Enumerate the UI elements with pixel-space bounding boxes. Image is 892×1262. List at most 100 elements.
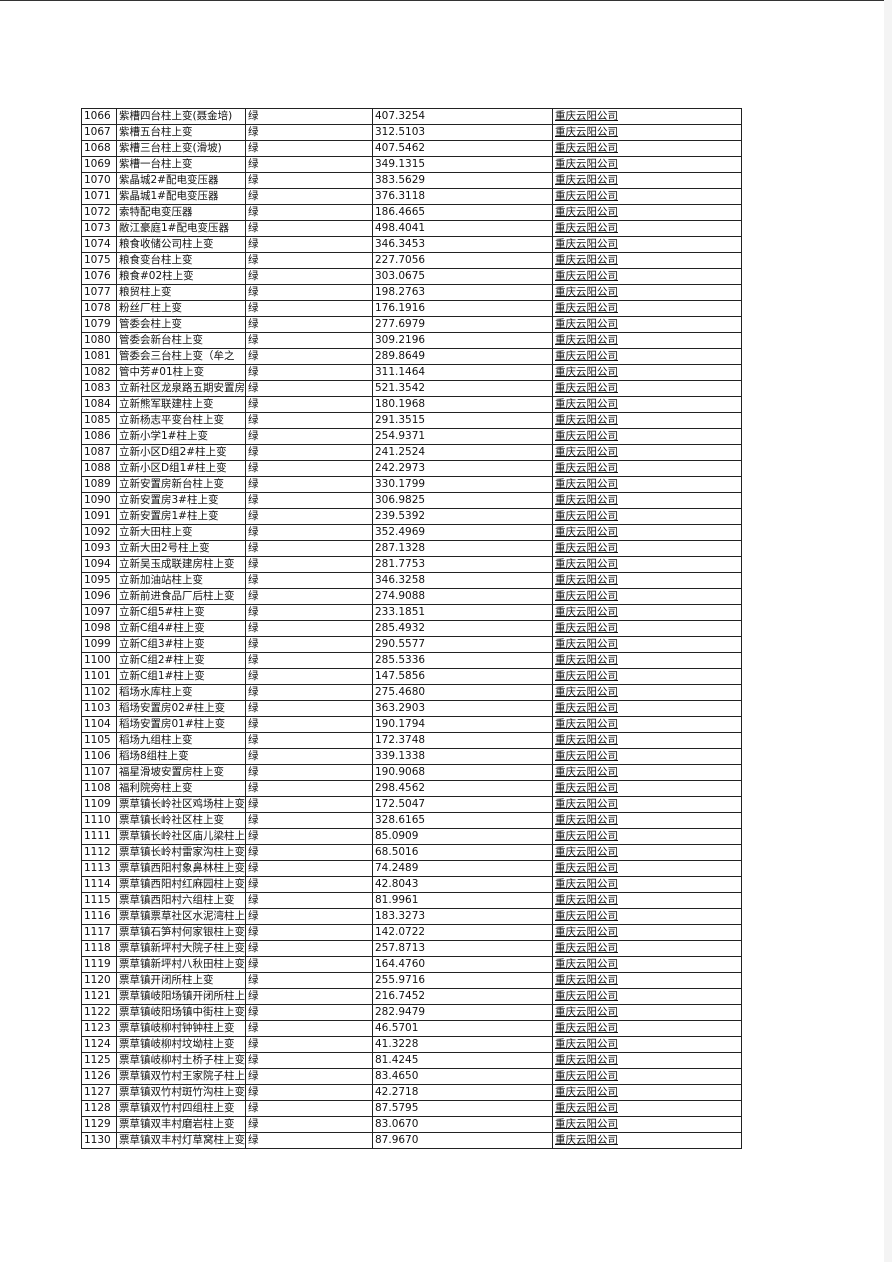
company-cell: 重庆云阳公司 — [552, 620, 742, 637]
company-cell: 重庆云阳公司 — [552, 892, 742, 909]
company-cell: 重庆云阳公司 — [552, 140, 742, 157]
row-number-cell: 1090 — [81, 492, 117, 509]
company-cell: 重庆云阳公司 — [552, 156, 742, 173]
company-cell: 重庆云阳公司 — [552, 668, 742, 685]
transformer-name-cell: 立新小区D组2#柱上变 — [116, 444, 246, 461]
company-cell: 重庆云阳公司 — [552, 524, 742, 541]
row-number-cell: 1080 — [81, 332, 117, 349]
status-color-cell: 绿 — [245, 1004, 373, 1021]
row-number-cell: 1075 — [81, 252, 117, 269]
company-cell: 重庆云阳公司 — [552, 860, 742, 877]
value-cell: 376.3118 — [372, 188, 553, 205]
transformer-name-cell: 票草镇双竹村王家院子柱上 — [116, 1068, 246, 1085]
row-number-cell: 1085 — [81, 412, 117, 429]
value-cell: 87.5795 — [372, 1100, 553, 1117]
row-number-cell: 1088 — [81, 460, 117, 477]
table-row: 1113 票草镇西阳村象鼻林柱上变绿 74.2489 重庆云阳公司 — [81, 860, 742, 877]
transformer-name-cell: 票草镇双竹村斑竹沟柱上变 — [116, 1084, 246, 1101]
table-row: 1068 紫槽三台柱上变(滑坡) 绿 407.5462 重庆云阳公司 — [81, 140, 742, 157]
row-number-cell: 1126 — [81, 1068, 117, 1085]
row-number-cell: 1066 — [81, 108, 117, 125]
row-number-cell: 1103 — [81, 700, 117, 717]
company-cell: 重庆云阳公司 — [552, 316, 742, 333]
transformer-name-cell: 稻场安置房01#柱上变 — [116, 716, 246, 733]
status-color-cell: 绿 — [245, 668, 373, 685]
table-row: 1095 立新加油站柱上变绿 346.3258 重庆云阳公司 — [81, 572, 742, 589]
transformer-name-cell: 立新C组2#柱上变 — [116, 652, 246, 669]
row-number-cell: 1119 — [81, 956, 117, 973]
table-row: 1074 粮食收储公司柱上变绿 346.3453 重庆云阳公司 — [81, 236, 742, 253]
transformer-name-cell: 票草镇双丰村磨岩柱上变 — [116, 1116, 246, 1133]
row-number-cell: 1124 — [81, 1036, 117, 1053]
company-cell: 重庆云阳公司 — [552, 988, 742, 1005]
value-cell: 239.5392 — [372, 508, 553, 525]
company-cell: 重庆云阳公司 — [552, 380, 742, 397]
transformer-name-cell: 票草镇新坪村大院子柱上变 — [116, 940, 246, 957]
transformer-name-cell: 紫槽三台柱上变(滑坡) — [116, 140, 246, 157]
status-color-cell: 绿 — [245, 300, 373, 317]
value-cell: 83.4650 — [372, 1068, 553, 1085]
value-cell: 190.9068 — [372, 764, 553, 781]
value-cell: 81.4245 — [372, 1052, 553, 1069]
table-row: 1086 立新小学1#柱上变绿 254.9371 重庆云阳公司 — [81, 428, 742, 445]
company-cell: 重庆云阳公司 — [552, 796, 742, 813]
table-row: 1109 票草镇长岭社区鸡场柱上变绿 172.5047 重庆云阳公司 — [81, 796, 742, 813]
row-number-cell: 1098 — [81, 620, 117, 637]
value-cell: 346.3258 — [372, 572, 553, 589]
value-cell: 255.9716 — [372, 972, 553, 989]
page-right-edge — [884, 0, 892, 1262]
status-color-cell: 绿 — [245, 364, 373, 381]
transformer-name-cell: 立新C组1#柱上变 — [116, 668, 246, 685]
company-cell: 重庆云阳公司 — [552, 908, 742, 925]
table-row: 1106 稻场8组柱上变绿 339.1338 重庆云阳公司 — [81, 748, 742, 765]
company-cell: 重庆云阳公司 — [552, 1132, 742, 1149]
table-row: 1083 立新社区龙泉路五期安置房绿 521.3542 重庆云阳公司 — [81, 380, 742, 397]
table-row: 1130 票草镇双丰村灯草窝柱上变绿 87.9670 重庆云阳公司 — [81, 1132, 742, 1149]
value-cell: 290.5577 — [372, 636, 553, 653]
status-color-cell: 绿 — [245, 844, 373, 861]
status-color-cell: 绿 — [245, 796, 373, 813]
company-cell: 重庆云阳公司 — [552, 556, 742, 573]
value-cell: 282.9479 — [372, 1004, 553, 1021]
table-row: 1129 票草镇双丰村磨岩柱上变绿 83.0670 重庆云阳公司 — [81, 1116, 742, 1133]
company-cell: 重庆云阳公司 — [552, 1036, 742, 1053]
transformer-name-cell: 立新加油站柱上变 — [116, 572, 246, 589]
table-row: 1100 立新C组2#柱上变绿 285.5336 重庆云阳公司 — [81, 652, 742, 669]
status-color-cell: 绿 — [245, 636, 373, 653]
company-cell: 重庆云阳公司 — [552, 732, 742, 749]
status-color-cell: 绿 — [245, 444, 373, 461]
table-row: 1128 票草镇双竹村四组柱上变绿 87.5795 重庆云阳公司 — [81, 1100, 742, 1117]
row-number-cell: 1073 — [81, 220, 117, 237]
row-number-cell: 1108 — [81, 780, 117, 797]
row-number-cell: 1091 — [81, 508, 117, 525]
status-color-cell: 绿 — [245, 204, 373, 221]
company-cell: 重庆云阳公司 — [552, 364, 742, 381]
row-number-cell: 1118 — [81, 940, 117, 957]
table-row: 1097 立新C组5#柱上变绿 233.1851 重庆云阳公司 — [81, 604, 742, 621]
status-color-cell: 绿 — [245, 876, 373, 893]
transformer-name-cell: 立新安置房1#柱上变 — [116, 508, 246, 525]
value-cell: 83.0670 — [372, 1116, 553, 1133]
transformer-name-cell: 立新安置房新台柱上变 — [116, 476, 246, 493]
company-cell: 重庆云阳公司 — [552, 300, 742, 317]
company-cell: 重庆云阳公司 — [552, 972, 742, 989]
status-color-cell: 绿 — [245, 1020, 373, 1037]
value-cell: 309.2196 — [372, 332, 553, 349]
table-row: 1070 紫晶城2#配电变压器绿 383.5629 重庆云阳公司 — [81, 172, 742, 189]
page-top-border — [0, 0, 892, 1]
company-cell: 重庆云阳公司 — [552, 1100, 742, 1117]
status-color-cell: 绿 — [245, 460, 373, 477]
table-row: 1082 管中芳#01柱上变绿 311.1464 重庆云阳公司 — [81, 364, 742, 381]
company-cell: 重庆云阳公司 — [552, 716, 742, 733]
row-number-cell: 1071 — [81, 188, 117, 205]
value-cell: 257.8713 — [372, 940, 553, 957]
status-color-cell: 绿 — [245, 716, 373, 733]
table-row: 1071 紫晶城1#配电变压器绿 376.3118 重庆云阳公司 — [81, 188, 742, 205]
transformer-name-cell: 票草镇新坪村八秋田柱上变 — [116, 956, 246, 973]
value-cell: 281.7753 — [372, 556, 553, 573]
table-row: 1078 粉丝厂柱上变绿 176.1916 重庆云阳公司 — [81, 300, 742, 317]
transformer-name-cell: 立新小学1#柱上变 — [116, 428, 246, 445]
value-cell: 277.6979 — [372, 316, 553, 333]
status-color-cell: 绿 — [245, 268, 373, 285]
table-row: 1126 票草镇双竹村王家院子柱上绿 83.4650 重庆云阳公司 — [81, 1068, 742, 1085]
